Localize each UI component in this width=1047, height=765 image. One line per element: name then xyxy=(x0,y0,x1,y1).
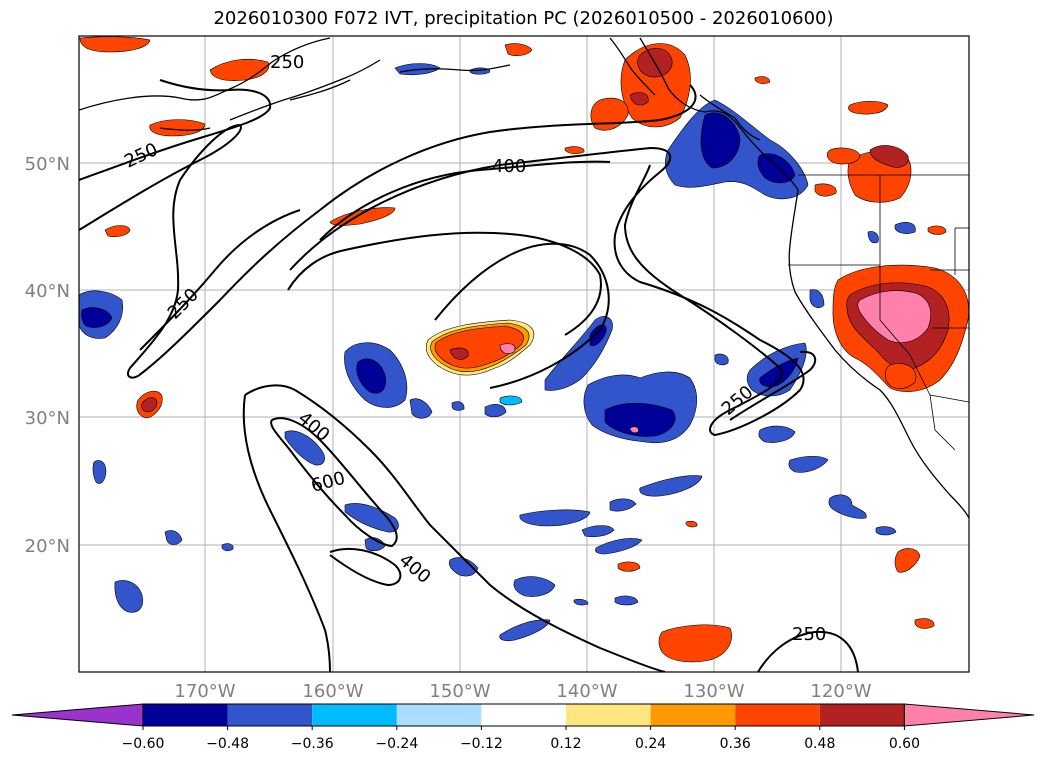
lon-label-130w: 130°W xyxy=(683,681,744,702)
contour-400-hawaii-loop xyxy=(329,547,402,587)
colorbar-segment xyxy=(566,704,651,726)
contour-label-250-top: 250 xyxy=(270,52,304,73)
contour-label-250-south: 250 xyxy=(792,624,826,645)
colorbar-segment xyxy=(650,704,736,726)
colorbar-tick-label: −0.12 xyxy=(460,736,503,752)
colorbar-frame xyxy=(142,703,905,727)
colorbar-segment xyxy=(227,704,313,726)
colorbar-segment xyxy=(735,704,820,726)
colorbar-tick-label: −0.36 xyxy=(291,736,334,752)
map-area xyxy=(79,36,969,672)
ivt-contours xyxy=(79,79,859,672)
lat-label-30n: 30°N xyxy=(25,408,70,429)
contour-250-south xyxy=(757,630,859,672)
contour-250-nw xyxy=(79,79,272,181)
contour-250-loop xyxy=(434,242,610,389)
lat-labels: 50°N 40°N 30°N 20°N xyxy=(25,154,70,557)
colorbar-extend-high xyxy=(903,703,1035,727)
colorbar-tick-label: 0.36 xyxy=(720,736,751,752)
lon-labels: 170°W 160°W 150°W 140°W 130°W 120°W xyxy=(174,681,871,702)
colorbar-segment xyxy=(312,704,397,726)
colorbar-tick-label: 0.24 xyxy=(635,736,666,752)
contour-250-se xyxy=(729,350,817,421)
contour-400-inner xyxy=(319,160,611,241)
colorbar-segment xyxy=(143,704,228,726)
lat-label-20n: 20°N xyxy=(25,536,70,557)
coast-north-america xyxy=(639,37,969,519)
colorbar-tick-label: 0.48 xyxy=(804,736,835,752)
contour-400-inner-loop xyxy=(287,231,602,336)
lat-label-50n: 50°N xyxy=(25,154,70,175)
map-title: 2026010300 F072 IVT, precipitation PC (2… xyxy=(213,8,834,29)
contour-250-west xyxy=(139,209,301,351)
colorbar-segment xyxy=(819,704,905,726)
lon-label-160w: 160°W xyxy=(302,681,363,702)
contour-250-main xyxy=(79,84,697,379)
patch-pos-south xyxy=(658,624,732,663)
state-borders xyxy=(788,174,969,451)
colorbar-tick-label: 0.60 xyxy=(889,736,920,752)
lon-label-120w: 120°W xyxy=(810,681,871,702)
colorbar-segment xyxy=(481,704,566,726)
colorbar-tick-label: −0.48 xyxy=(206,736,249,752)
contour-label-400-top: 400 xyxy=(492,156,526,177)
contour-400-outer xyxy=(289,146,805,437)
colorbar-tick-label: −0.24 xyxy=(375,736,418,752)
contour-600 xyxy=(270,417,398,548)
colorbar-extend-low xyxy=(11,703,144,727)
colorbar-tick-label: 0.12 xyxy=(550,736,581,752)
positive-anomaly-patches xyxy=(79,36,969,663)
coastlines xyxy=(79,37,969,519)
map-frame xyxy=(78,35,970,673)
lon-label-150w: 150°W xyxy=(429,681,490,702)
lat-label-40n: 40°N xyxy=(25,281,70,302)
colorbar-tick-label: −0.60 xyxy=(122,736,165,752)
lon-label-170w: 170°W xyxy=(174,681,235,702)
contour-400-south xyxy=(244,384,666,672)
lon-label-140w: 140°W xyxy=(556,681,617,702)
colorbar-segment xyxy=(396,704,482,726)
colorbar: −0.60 −0.48 −0.36 −0.24 −0.12 0.12 0.24 0.36 0.4… xyxy=(11,703,1035,752)
